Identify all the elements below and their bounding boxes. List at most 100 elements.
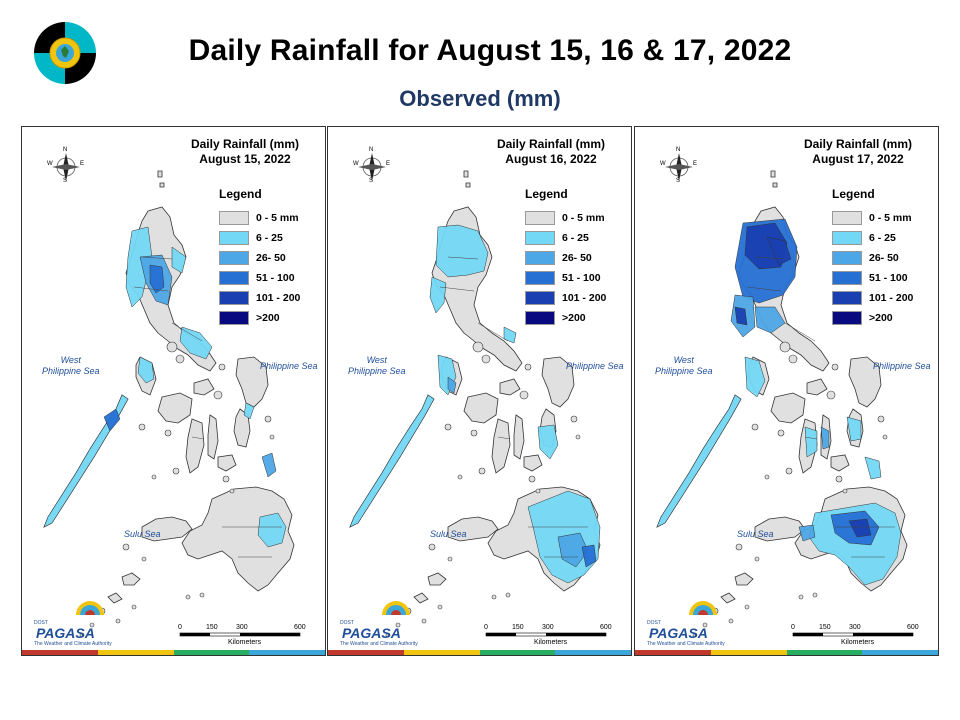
island-batanes [157,170,165,188]
compass-s-label: S [676,178,681,184]
islet [175,354,185,364]
province-boundary [133,286,169,292]
sea-label-west-philippine-sea: West Philippine Sea [348,355,406,376]
province-boundary [447,256,479,260]
islet [89,622,95,628]
scale-tick-label: 600 [600,624,612,631]
color-strip-segment [710,650,787,655]
islet [777,429,785,437]
color-strip-segment [635,650,711,655]
rainfall-map-panel-aug16: N S W E Daily Rainfall (mm) August 16, 2022 Le… [327,126,632,656]
legend-swatch [525,271,555,285]
island-sulu [413,572,447,604]
islet [505,592,511,598]
legend-swatch [525,211,555,225]
pagasa-tagline: The Weather and Climate Authority [647,641,725,647]
province-boundary [784,322,816,342]
islet [166,341,178,353]
sea-label-sulu-sea: Sulu Sea [124,529,161,539]
compass-rose-icon [665,153,693,181]
island-sulu [107,572,141,604]
islet [444,423,452,431]
pagasa-logo-icon [32,20,98,86]
scale-bar [485,632,607,637]
compass-rose-icon [358,153,386,181]
panel-title-line1: Daily Rainfall (mm) [190,137,299,151]
islet [744,604,750,610]
rainfall-area [820,426,830,450]
compass-n-label: N [676,147,681,153]
islet [185,594,191,600]
panel-title-line1: Daily Rainfall (mm) [496,137,605,151]
scale-bar [792,632,914,637]
islet [115,618,121,624]
island-masbate [806,378,828,396]
island-zambo [447,516,499,542]
islet [151,474,157,480]
pagasa-brand-icon [382,601,410,615]
islet [491,594,497,600]
islet [213,390,223,400]
panel-title-date: August 15, 2022 [199,152,291,166]
legend-label: 6 - 25 [256,232,283,244]
color-strip [328,650,631,655]
islet [735,543,743,551]
legend-swatch [832,251,862,265]
islet [457,474,463,480]
compass-n-label: N [369,147,374,153]
philippines-map [656,153,914,638]
island-cebu [513,414,525,460]
legend-swatch [832,291,862,305]
rainfall-area [261,452,277,478]
island-zambo [754,516,806,542]
province-boundary [746,286,782,292]
islet [229,488,235,494]
islet [826,390,836,400]
island-panay [157,392,193,424]
compass-w-label: W [47,161,53,167]
sea-label-sulu-sea: Sulu Sea [737,529,774,539]
color-strip-segment [22,650,98,655]
rainfall-area [846,416,862,442]
islet [138,423,146,431]
legend-label: 0 - 5 mm [256,212,299,224]
rainfall-area [171,246,187,274]
islet [842,488,848,494]
sea-label-philippine-sea: Philippine Sea [260,361,318,371]
legend-swatch [832,311,862,325]
rainfall-area [734,306,748,326]
compass-rose-icon [52,153,80,181]
legend-title: Legend [832,187,875,201]
island-sulu [720,572,754,604]
panel-title-line1: Daily Rainfall (mm) [803,137,912,151]
color-strip-segment [173,650,250,655]
compass-s-label: S [63,178,68,184]
panel-title: Daily Rainfall (mm) August 16, 2022 [497,137,605,167]
legend-label: >200 [256,312,280,324]
philippines-map [349,153,607,638]
islet [470,429,478,437]
islet [437,604,443,610]
islet [702,622,708,628]
pagasa-tagline: The Weather and Climate Authority [340,641,418,647]
legend-label: 51 - 100 [869,272,908,284]
compass-w-label: W [353,161,359,167]
legend-label: 6 - 25 [562,232,589,244]
islet [131,604,137,610]
rainfall-area [864,456,882,480]
islet [519,390,529,400]
compass-n-label: N [63,147,68,153]
islet [447,556,453,562]
scale-tick-label: 300 [542,624,554,631]
province-boundary [754,256,786,260]
islet [222,475,230,483]
legend-label: 6 - 25 [869,232,896,244]
island-cebu [207,414,219,460]
island-samar [541,356,575,408]
color-strip-segment [862,650,938,655]
rainfall-area [804,426,818,458]
scale-tick-label: 300 [849,624,861,631]
scale-tick-label: 600 [907,624,919,631]
islet [877,415,885,423]
color-strip-segment [328,650,404,655]
